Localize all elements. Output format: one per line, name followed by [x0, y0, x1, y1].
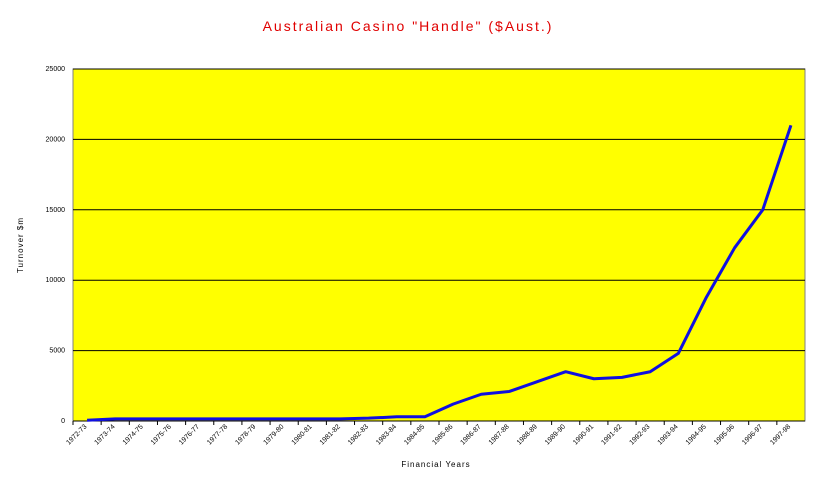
y-tick-label: 5000	[49, 348, 65, 355]
x-axis-label: Financial Years	[401, 460, 470, 469]
chart-title: Australian Casino "Handle" ($Aust.)	[263, 18, 554, 34]
x-tick-label: 1987-88	[488, 423, 511, 446]
x-tick-label: 1994-95	[685, 423, 708, 446]
x-tick-label: 1978-79	[234, 423, 257, 446]
x-tick-label: 1986-87	[460, 423, 483, 446]
x-tick-label: 1975-76	[150, 423, 173, 446]
y-tick-label: 0	[61, 418, 65, 425]
x-tick-label: 1997-98	[769, 423, 792, 446]
line-series	[87, 124, 793, 422]
x-tick-label: 1981-82	[319, 423, 342, 446]
x-tick-label: 1977-78	[206, 423, 229, 446]
y-tick-label: 15000	[46, 207, 66, 214]
x-tick-label: 1988-89	[516, 423, 539, 446]
plot-area	[72, 68, 806, 422]
x-tick-label: 1984-85	[403, 423, 426, 446]
x-tick-label: 1989-90	[544, 423, 567, 446]
x-tick-label: 1996-97	[741, 423, 764, 446]
x-tick-label: 1976-77	[178, 423, 201, 446]
y-tick-label: 25000	[46, 66, 66, 73]
x-tick-label: 1992-93	[628, 423, 651, 446]
x-tick-label: 1982-83	[347, 423, 370, 446]
x-tick-label: 1985-86	[431, 423, 454, 446]
x-tick-label: 1979-80	[262, 423, 285, 446]
y-axis-label: Turnover $m	[16, 217, 25, 273]
x-tick-label: 1973-74	[94, 423, 117, 446]
x-tick-label: 1983-84	[375, 423, 398, 446]
x-tick-label: 1974-75	[122, 423, 145, 446]
x-tick-label: 1980-81	[291, 423, 314, 446]
y-tick-label: 20000	[46, 136, 66, 143]
x-tick-label: 1990-91	[572, 423, 595, 446]
y-tick-label: 10000	[46, 277, 66, 284]
x-tick-label: 1995-96	[713, 423, 736, 446]
x-tick-label: 1991-92	[600, 423, 623, 446]
x-tick-label: 1993-94	[657, 423, 680, 446]
x-tick-label: 1972-73	[65, 423, 88, 446]
